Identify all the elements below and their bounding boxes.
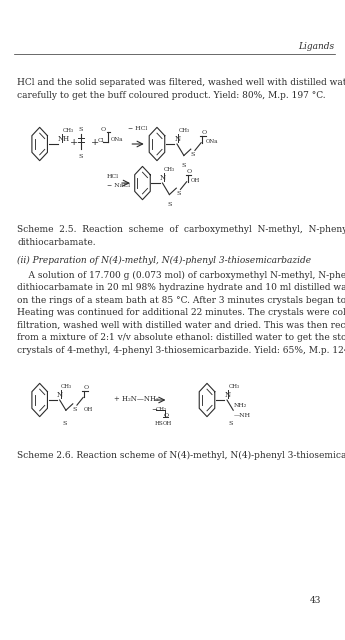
Text: − NaCl: − NaCl: [107, 182, 130, 188]
Text: CH₃: CH₃: [164, 167, 175, 172]
Text: NH₂: NH₂: [234, 403, 247, 408]
Text: ONa: ONa: [110, 137, 123, 142]
Text: N: N: [224, 390, 230, 399]
Text: O: O: [201, 130, 206, 135]
Text: −: −: [151, 406, 157, 413]
Text: Ligands: Ligands: [298, 42, 335, 51]
Text: O: O: [164, 413, 169, 418]
Text: S: S: [79, 154, 83, 159]
Text: ONa: ONa: [206, 139, 218, 144]
Text: S: S: [167, 202, 172, 207]
Text: S: S: [73, 407, 77, 412]
Text: CH₃: CH₃: [61, 384, 72, 389]
Text: Cl: Cl: [97, 138, 104, 143]
Text: OH: OH: [163, 420, 172, 426]
Text: A solution of 17.700 g (0.073 mol) of carboxymethyl N-methyl, N-phenyl
dithiocar: A solution of 17.700 g (0.073 mol) of ca…: [17, 271, 345, 355]
Text: O: O: [101, 127, 106, 132]
Text: + H₂N—NH₂: + H₂N—NH₂: [114, 395, 159, 403]
Text: N: N: [174, 134, 180, 143]
Text: S: S: [176, 191, 181, 196]
Text: Scheme  2.5.  Reaction  scheme  of  carboxymethyl  N-methyl,  N-phenyl
dithiocar: Scheme 2.5. Reaction scheme of carboxyme…: [17, 225, 345, 247]
Text: HCl: HCl: [107, 174, 119, 179]
Text: CH₃: CH₃: [178, 128, 190, 133]
Text: S: S: [79, 127, 83, 132]
Text: N: N: [160, 173, 166, 182]
Text: —NH: —NH: [234, 413, 251, 418]
Text: − HCl: − HCl: [128, 126, 148, 131]
Text: NH: NH: [58, 134, 70, 143]
Text: OH: OH: [191, 178, 200, 183]
Text: +: +: [70, 138, 78, 147]
Text: O: O: [187, 169, 192, 174]
Text: CH₂: CH₂: [155, 407, 167, 412]
Text: (ii) Preparation of N(4)-methyl, N(4)-phenyl 3-thiosemicarbazide: (ii) Preparation of N(4)-methyl, N(4)-ph…: [17, 256, 312, 265]
Text: O: O: [83, 385, 88, 390]
Text: S: S: [228, 420, 233, 426]
Text: 43: 43: [309, 596, 321, 605]
Text: CH₃: CH₃: [62, 128, 74, 133]
Text: HCl and the solid separated was filtered, washed well with distilled water and d: HCl and the solid separated was filtered…: [17, 78, 345, 100]
Text: +: +: [91, 138, 99, 147]
Text: S: S: [191, 152, 195, 157]
Text: N: N: [57, 390, 63, 399]
Text: OH: OH: [84, 407, 93, 412]
Text: HS: HS: [155, 420, 164, 426]
Text: Scheme 2.6. Reaction scheme of N(4)-methyl, N(4)-phenyl 3-thiosemicarbazide.: Scheme 2.6. Reaction scheme of N(4)-meth…: [17, 451, 345, 460]
Text: S: S: [182, 163, 186, 168]
Text: CH₃: CH₃: [228, 384, 240, 389]
Text: S: S: [62, 420, 67, 426]
